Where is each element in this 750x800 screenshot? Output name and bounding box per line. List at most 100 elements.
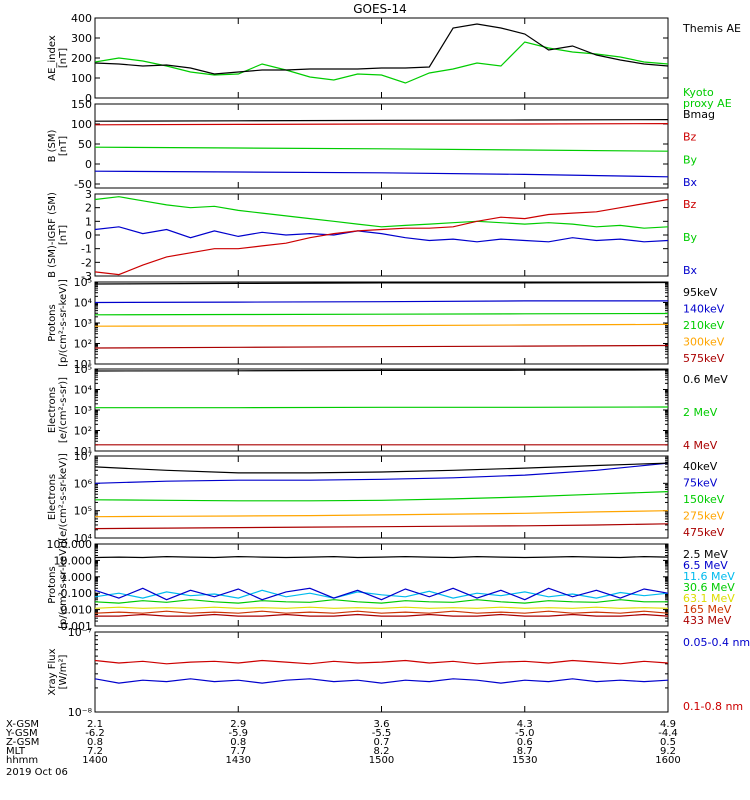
legend-entry: 433 MeV [683,614,732,627]
series-line-63-1-mev [95,606,668,609]
y-tick-label: 1.000 [61,571,93,584]
y-tick-label: 10¹ [74,445,92,458]
y-axis-label-line: Protons [47,566,58,603]
x-axis-value: 1600 [655,755,680,766]
series-line-bz [95,198,668,276]
series-line-575kev [95,344,668,349]
y-tick-label: -50 [74,178,92,191]
y-axis-label-line: [nT] [58,225,69,245]
y-tick-label: 100 [71,72,92,85]
series-line-75kev [95,462,668,484]
x-axis-row-label: Z-GSM [6,737,39,748]
legend-entry-line: 300keV [683,336,725,349]
x-axis-value: 7.2 [87,746,103,757]
y-tick-label: 0 [85,92,92,105]
legend-entry-line: 275keV [683,510,725,523]
x-axis-value: 9.2 [660,746,676,757]
y-tick-label: 10¹ [74,358,92,371]
y-axis-label-line: [nT] [58,136,69,156]
x-axis-value: 7.7 [230,746,246,757]
y-tick-label: 100.000 [47,538,93,551]
legend-entry: 75keV [683,477,718,490]
legend-entry: 0.1-0.8 nm [683,700,743,713]
y-tick-label: 10³ [74,404,92,417]
y-tick-label: 3 [85,188,92,201]
y-tick-label: 10² [74,338,92,351]
legend-entry-line: By [683,153,698,166]
series-line-6-5-mev [95,587,668,601]
x-axis-row-label: hhmm [6,755,38,766]
legend-entry-line: 4 MeV [683,439,718,452]
y-tick-label: 50 [78,138,92,151]
legend-entry-line: Bx [683,176,698,189]
series-line-140kev [95,300,668,304]
legend-entry-line: 165 MeV [683,603,732,616]
y-tick-label: 10⁷ [74,450,92,463]
x-axis-value: 4.9 [660,719,676,730]
x-axis-value: 8.2 [374,746,390,757]
y-axis-label-line: [nT] [58,48,69,68]
y-tick-label: 10⁵ [74,505,92,518]
series-line-0-1-0-8-nm [95,659,668,665]
legend-entry: 11.6 MeV [683,570,735,583]
y-tick-label: 10⁻⁸ [68,706,93,719]
x-axis-row-label: X-GSM [6,719,39,730]
legend-entry: 210keV [683,319,725,332]
y-tick-label: 1 [85,215,92,228]
legend-entry: Bx [683,264,698,277]
series-line-kyoto-proxy-ae [95,41,668,84]
legend-entry-line: 40keV [683,460,718,473]
panel-frame [94,368,669,452]
legend-entry: Bz [683,131,697,144]
x-axis-value: -5.5 [372,728,392,739]
x-axis-value: 1530 [512,755,537,766]
legend-entry: 2.5 MeV [683,548,728,561]
y-tick-label: 10⁴ [74,384,93,397]
series-line-210kev [95,312,668,316]
x-axis-value: 0.7 [374,737,390,748]
x-axis-value: 1430 [226,755,251,766]
x-axis-value: 2.9 [230,719,246,730]
y-tick-label: -1 [81,243,92,256]
y-axis-label: Protons[p/(cm²-s-sr-keV)] [47,541,69,629]
y-tick-label: -2 [81,256,92,269]
y-tick-label: 10.000 [54,554,93,567]
legend-entry: Bx [683,176,698,189]
legend-entry-line: 575keV [683,352,725,365]
y-tick-label: 10⁴ [74,532,93,545]
x-axis-value: 4.3 [517,719,533,730]
x-axis-row-label: MLT [6,746,26,757]
series-line-95kev [95,282,668,285]
date-label: 2019 Oct 06 [6,767,68,778]
panel-4: 10¹ 10² 10³ 10⁴ 10⁵ Electrons[e/(cm²-s-sr)] 0.… [47,363,728,458]
y-axis-label-line: [e/(cm²-s-sr)] [58,377,69,443]
y-tick-label: 10⁶ [74,477,93,490]
x-axis-value: -5.0 [515,728,535,739]
legend-entry: 140keV [683,303,725,316]
series-line-bmag [95,119,668,122]
series-line-433-mev [95,613,668,617]
series-line-165-mev [95,610,668,614]
legend-entry-line: 475keV [683,526,725,539]
y-axis-label-line: Protons [47,304,58,341]
series-line-bx [95,226,668,243]
y-axis-label: B (SM)[nT] [47,129,69,162]
y-axis-label: Electrons[e/(cm²-s-sr)] [47,377,69,443]
legend-entry-line: 140keV [683,303,725,316]
legend-entry-line: 0.6 MeV [683,373,728,386]
series-line-30-6-mev [95,599,668,604]
y-tick-label: 2 [85,202,92,215]
y-tick-label: 0.001 [61,620,93,633]
panel-1: -50 0 50 100 150 B (SM)[nT] Bmag Bz By Bx [47,98,715,191]
x-axis-value: 1400 [82,755,107,766]
y-axis-label: AE_index[nT] [47,35,69,81]
x-axis-value: 8.7 [517,746,533,757]
y-axis-label: B (SM)-IGRF (SM)[nT] [47,192,69,278]
legend-entry: Themis AE [682,22,741,35]
legend-entry-line: 75keV [683,477,718,490]
panel-7: 10⁻⁸ 10⁻⁷ Xray Flux[W/m²] 0.05-0.4 nm 0.1-0.… [47,626,750,719]
legend-entry: Kyoto proxy AE [683,86,732,110]
legend-entry-line: Themis AE [682,22,741,35]
